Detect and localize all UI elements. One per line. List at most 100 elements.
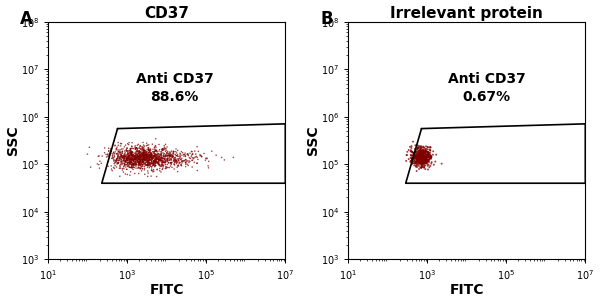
Point — [94, 153, 104, 158]
Point — [151, 155, 160, 160]
Point — [163, 162, 172, 167]
Point — [415, 159, 425, 164]
Point — [134, 155, 143, 160]
Point — [193, 157, 203, 162]
Point — [146, 154, 155, 158]
Point — [421, 153, 431, 158]
Point — [135, 155, 145, 160]
Point — [414, 161, 424, 166]
Point — [150, 158, 160, 163]
Point — [410, 155, 419, 159]
Point — [129, 155, 139, 160]
Point — [126, 154, 136, 159]
Point — [130, 158, 139, 162]
Point — [146, 148, 155, 153]
Point — [119, 154, 128, 158]
Point — [176, 163, 185, 168]
Point — [119, 156, 129, 161]
Point — [144, 158, 154, 163]
Point — [418, 162, 427, 167]
Point — [421, 160, 431, 165]
Point — [144, 163, 154, 168]
Point — [148, 161, 158, 165]
Point — [419, 156, 429, 161]
Point — [121, 158, 130, 163]
Point — [122, 164, 132, 168]
Point — [162, 157, 172, 161]
Point — [124, 153, 134, 158]
Point — [418, 150, 428, 155]
Point — [135, 154, 145, 159]
Point — [130, 145, 140, 150]
Point — [127, 162, 136, 167]
Point — [142, 153, 152, 158]
Point — [166, 157, 176, 162]
Point — [412, 152, 421, 157]
Point — [412, 150, 421, 155]
Point — [159, 153, 169, 158]
Point — [161, 158, 171, 163]
Point — [154, 151, 163, 156]
Point — [116, 157, 126, 162]
Point — [166, 160, 176, 165]
Point — [125, 152, 134, 157]
Point — [174, 157, 184, 161]
Point — [112, 151, 121, 156]
Point — [145, 160, 154, 165]
Point — [413, 143, 422, 148]
Point — [100, 150, 109, 155]
Point — [138, 145, 148, 149]
Point — [419, 165, 429, 170]
Point — [119, 157, 129, 162]
Point — [138, 150, 148, 155]
Point — [107, 168, 117, 173]
Point — [118, 154, 127, 159]
Point — [126, 153, 136, 158]
Point — [118, 161, 127, 166]
Point — [114, 154, 124, 159]
Point — [426, 155, 436, 160]
Point — [122, 167, 132, 172]
Point — [420, 150, 430, 155]
Point — [130, 171, 140, 176]
Point — [113, 161, 123, 166]
Point — [142, 152, 152, 157]
Point — [121, 159, 130, 164]
Point — [129, 158, 139, 163]
Point — [412, 149, 422, 154]
Point — [419, 155, 428, 160]
Point — [152, 152, 161, 157]
Point — [112, 161, 122, 166]
Point — [115, 165, 125, 169]
Point — [114, 149, 124, 154]
Point — [170, 157, 180, 162]
Point — [136, 149, 146, 154]
Point — [152, 149, 162, 154]
Point — [418, 155, 428, 160]
Point — [412, 168, 421, 173]
Point — [119, 154, 128, 158]
Point — [143, 158, 153, 162]
Point — [128, 158, 138, 163]
Point — [168, 151, 178, 156]
Point — [145, 152, 154, 157]
Point — [403, 149, 412, 154]
Point — [407, 149, 416, 154]
Point — [160, 159, 170, 164]
Point — [134, 162, 144, 167]
Point — [148, 156, 158, 161]
Point — [140, 153, 149, 158]
Point — [151, 148, 161, 153]
Point — [123, 148, 133, 153]
Point — [128, 161, 138, 166]
Point — [419, 160, 428, 165]
Point — [116, 162, 125, 167]
Point — [125, 149, 135, 154]
Point — [145, 156, 154, 161]
Point — [420, 154, 430, 158]
Point — [169, 149, 179, 154]
Point — [121, 150, 130, 155]
Point — [113, 140, 123, 145]
Point — [424, 154, 433, 159]
Point — [124, 151, 133, 156]
